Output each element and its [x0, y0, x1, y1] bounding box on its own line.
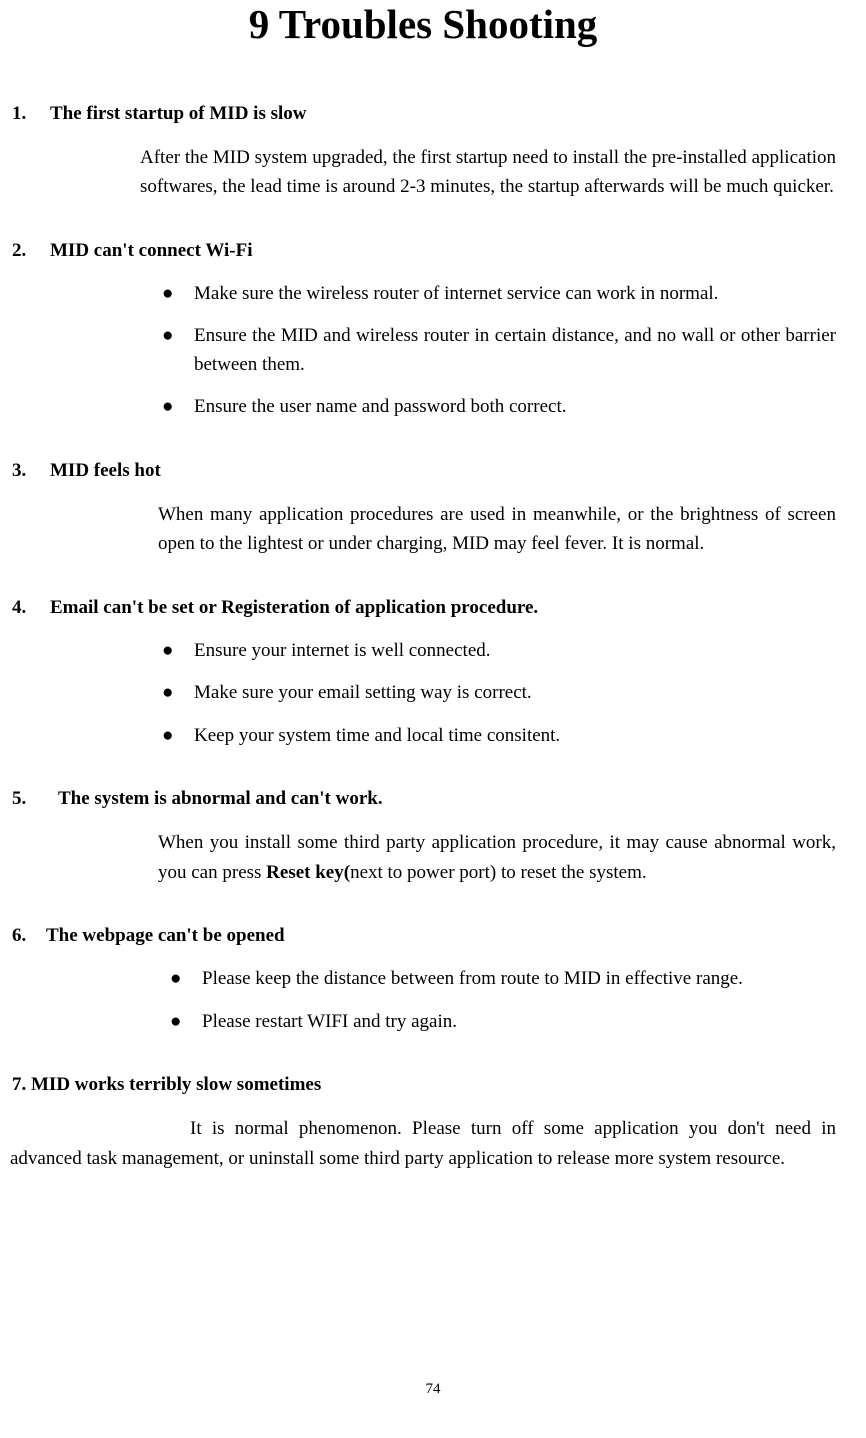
section-title-6: The webpage can't be opened	[46, 925, 836, 947]
section-title-1: The first startup of MID is slow	[50, 103, 836, 125]
section-3: 3. MID feels hot When many application p…	[10, 460, 836, 559]
section-title-2: MID can't connect Wi-Fi	[50, 240, 836, 262]
bullet-text: Ensure the user name and password both c…	[194, 393, 836, 422]
section-1: 1. The first startup of MID is slow Afte…	[10, 103, 836, 202]
bullet-item: ● Ensure the MID and wireless router in …	[162, 322, 836, 379]
bullet-icon: ●	[162, 280, 194, 309]
body-text-part2: next to power port) to reset the system.	[350, 862, 647, 883]
bullet-text: Keep your system time and local time con…	[194, 722, 836, 751]
main-title: 9 Troubles Shooting	[10, 0, 836, 48]
bullet-item: ● Make sure the wireless router of inter…	[162, 280, 836, 309]
section-number-4: 4.	[10, 597, 50, 619]
bullet-item: ● Make sure your email setting way is co…	[162, 679, 836, 708]
section-6: 6. The webpage can't be opened ● Please …	[10, 925, 836, 1036]
section-body-3: When many application procedures are use…	[10, 500, 836, 559]
section7-text: It is normal phenomenon. Please turn off…	[10, 1118, 836, 1168]
page-number: 74	[0, 1381, 866, 1398]
section-number-2: 2.	[10, 240, 50, 262]
section-2: 2. MID can't connect Wi-Fi ● Make sure t…	[10, 240, 836, 422]
section-title-3: MID feels hot	[50, 460, 836, 482]
bullet-icon: ●	[162, 322, 194, 351]
section-number-6: 6.	[10, 925, 46, 947]
bullet-text: Make sure the wireless router of interne…	[194, 280, 836, 309]
section-number-1: 1.	[10, 103, 50, 125]
bullet-icon: ●	[162, 679, 194, 708]
section-5: 5. The system is abnormal and can't work…	[10, 788, 836, 887]
bullet-item: ● Keep your system time and local time c…	[162, 722, 836, 751]
section-body-1: After the MID system upgraded, the first…	[10, 143, 836, 202]
section-body-5: When you install some third party applic…	[10, 828, 836, 887]
bullet-text: Please keep the distance between from ro…	[202, 965, 836, 994]
section-4: 4. Email can't be set or Registeration o…	[10, 597, 836, 751]
bullet-text: Ensure the MID and wireless router in ce…	[194, 322, 836, 379]
section-7: 7. MID works terribly slow sometimes It …	[10, 1074, 836, 1173]
bullet-icon: ●	[170, 965, 202, 994]
bullet-item: ● Please restart WIFI and try again.	[170, 1008, 836, 1037]
section-body-7: It is normal phenomenon. Please turn off…	[10, 1114, 836, 1173]
bullet-icon: ●	[170, 1008, 202, 1037]
section-number-5: 5.	[10, 788, 58, 810]
section-heading-7: 7. MID works terribly slow sometimes	[10, 1074, 836, 1096]
bullet-item: ● Ensure the user name and password both…	[162, 393, 836, 422]
bullet-item: ● Ensure your internet is well connected…	[162, 637, 836, 666]
section-number-3: 3.	[10, 460, 50, 482]
bullet-text: Make sure your email setting way is corr…	[194, 679, 836, 708]
bullet-item: ● Please keep the distance between from …	[170, 965, 836, 994]
bullet-icon: ●	[162, 637, 194, 666]
bullet-icon: ●	[162, 393, 194, 422]
bullet-text: Ensure your internet is well connected.	[194, 637, 836, 666]
body-text-bold: Reset key(	[266, 862, 350, 883]
section-title-5: The system is abnormal and can't work.	[58, 788, 836, 810]
section-title-4: Email can't be set or Registeration of a…	[50, 597, 836, 619]
bullet-icon: ●	[162, 722, 194, 751]
bullet-text: Please restart WIFI and try again.	[202, 1008, 836, 1037]
